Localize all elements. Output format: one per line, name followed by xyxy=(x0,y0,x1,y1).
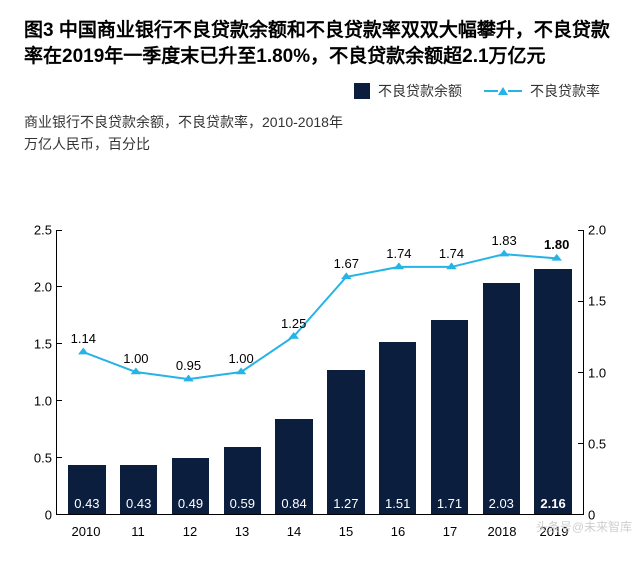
x-tick: 15 xyxy=(320,524,372,539)
x-tick: 2010 xyxy=(60,524,112,539)
line-value-label: 1.14 xyxy=(71,331,96,346)
line-value-label: 0.95 xyxy=(176,358,201,373)
line-series xyxy=(57,230,583,514)
plot-area: 0.430.430.490.590.841.271.511.712.032.16… xyxy=(56,230,584,515)
chart-title: 图3 中国商业银行不良贷款余额和不良贷款率双双大幅攀升，不良贷款率在2019年一… xyxy=(0,0,640,79)
line-value-label: 1.83 xyxy=(491,233,516,248)
bar-swatch-icon xyxy=(354,83,370,99)
line-value-label: 1.00 xyxy=(123,351,148,366)
line-value-label: 1.74 xyxy=(386,246,411,261)
line-path xyxy=(83,254,556,379)
y-right-tick: 1.0 xyxy=(588,365,606,380)
legend-bar: 不良贷款余额 xyxy=(354,81,462,101)
y-left-tick: 1.0 xyxy=(34,394,52,409)
line-value-label: 1.00 xyxy=(228,351,253,366)
legend-bar-label: 不良贷款余额 xyxy=(378,81,462,101)
legend: 不良贷款余额 不良贷款率 xyxy=(0,79,640,107)
y-left-tick: 0 xyxy=(45,508,52,523)
x-tick: 13 xyxy=(216,524,268,539)
legend-line: 不良贷款率 xyxy=(484,81,600,101)
x-tick: 2018 xyxy=(476,524,528,539)
line-swatch-icon xyxy=(484,87,522,95)
legend-line-label: 不良贷款率 xyxy=(530,81,600,101)
y-left-tick: 2.5 xyxy=(34,223,52,238)
line-value-label: 1.25 xyxy=(281,316,306,331)
chart-subtitle: 商业银行不良贷款余额，不良贷款率，2010-2018年 xyxy=(0,107,640,133)
x-tick: 12 xyxy=(164,524,216,539)
x-axis: 20101112131415161720182019 xyxy=(56,524,584,539)
y-left-tick: 2.0 xyxy=(34,280,52,295)
y-axis-left: 00.51.01.52.02.5 xyxy=(20,230,54,515)
x-tick: 14 xyxy=(268,524,320,539)
x-tick: 17 xyxy=(424,524,476,539)
line-value-label: 1.74 xyxy=(439,246,464,261)
y-left-tick: 1.5 xyxy=(34,337,52,352)
line-marker-icon xyxy=(499,250,510,257)
y-right-tick: 2.0 xyxy=(588,223,606,238)
y-right-tick: 1.5 xyxy=(588,294,606,309)
y-right-tick: 0.5 xyxy=(588,436,606,451)
y-left-tick: 0.5 xyxy=(34,451,52,466)
y-axis-right: 00.51.01.52.0 xyxy=(586,230,620,515)
line-value-label: 1.67 xyxy=(334,256,359,271)
x-tick: 11 xyxy=(112,524,164,539)
line-value-label: 1.80 xyxy=(544,237,569,252)
chart-units: 万亿人民币，百分比 xyxy=(0,134,640,164)
line-marker-icon xyxy=(394,262,405,269)
watermark: 头条号@未来智库 xyxy=(536,518,632,535)
x-tick: 16 xyxy=(372,524,424,539)
line-marker-icon xyxy=(78,348,89,355)
